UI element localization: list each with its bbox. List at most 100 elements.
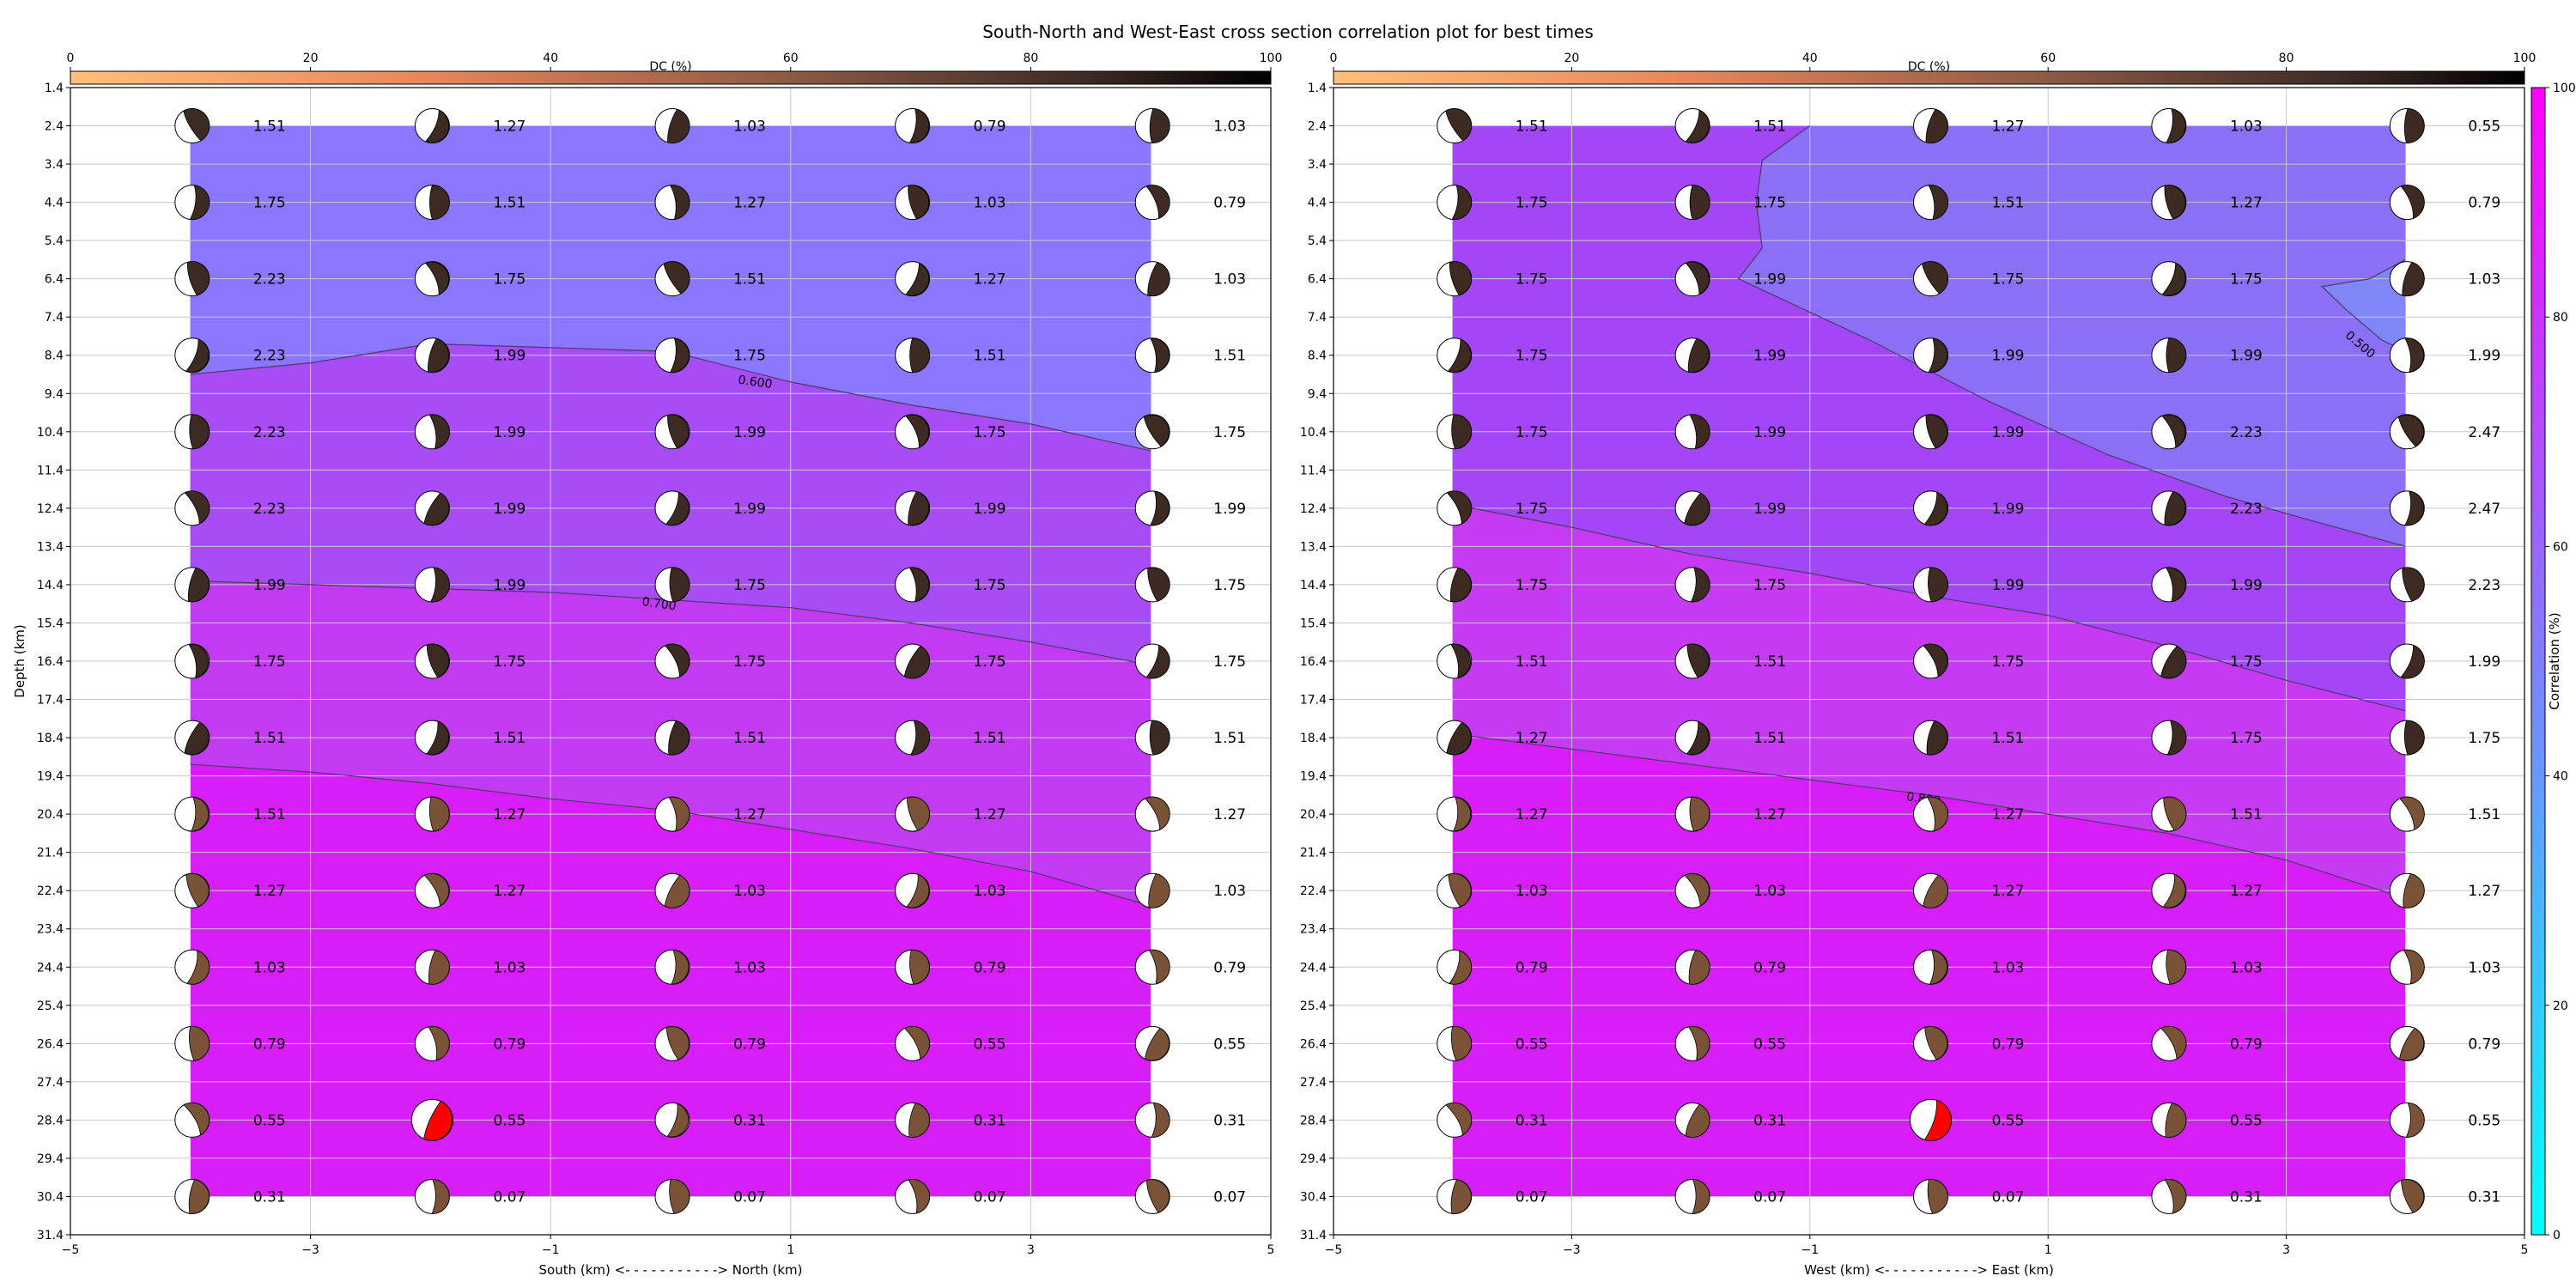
beachball-compression [1922,261,1948,295]
beachball-compression [424,109,450,143]
dc-tick-label: 20 [1564,52,1579,65]
depth-tick-label: 28.4 [1300,1114,1327,1127]
beachball [2151,872,2187,908]
beachball-compression [1449,567,1472,603]
beachball [2389,872,2425,908]
time-value-label: 1.27 [1992,118,2025,136]
depth-tick-label: 13.4 [37,540,64,554]
time-value-label: 1.03 [974,195,1006,212]
time-value-label: 1.99 [493,501,526,518]
beachball [654,949,690,985]
depth-tick-label: 11.4 [37,464,64,477]
beachball [895,872,931,908]
depth-tick-label: 21.4 [1300,847,1327,860]
time-value-label: 1.75 [2230,730,2263,747]
time-value-label: 1.99 [1753,348,1786,365]
depth-tick-label: 24.4 [37,961,64,975]
dc-tick-label: 80 [1023,52,1038,65]
beachball [414,108,450,144]
beachball-compression [908,491,930,526]
beachball-compression [184,490,210,525]
beachball [1674,185,1710,221]
beachball [1134,796,1170,832]
depth-tick-label: 31.4 [1300,1229,1327,1242]
time-value-label: 0.31 [733,1112,766,1129]
beachball [654,643,690,679]
beachball-compression [426,720,450,756]
depth-tick-label: 16.4 [37,655,64,669]
correlation-tick-label: 60 [2553,540,2568,554]
time-value-label: 1.75 [1753,195,1786,212]
time-value-label: 1.75 [1516,348,1548,365]
beachball [1437,1102,1473,1138]
beachball [2389,643,2425,679]
depth-tick-label: 22.4 [1300,884,1327,898]
beachball-compression [2164,491,2186,526]
time-value-label: 1.27 [1213,806,1246,823]
beachball [654,337,690,374]
beachball [654,796,690,832]
beachball [174,414,210,450]
dc-tick-label: 80 [2279,52,2294,65]
time-value-label: 0.55 [974,1036,1006,1053]
beachball-compression [2404,490,2425,526]
time-value-label: 1.03 [733,883,766,900]
depth-tick-label: 17.4 [1300,694,1327,708]
beachball-compression [1687,337,1710,373]
beachball-compression [905,414,930,448]
beachball [654,490,690,526]
time-value-label: 1.75 [1516,271,1548,289]
contour-line [1737,125,2406,547]
beachball [2151,414,2187,450]
beachball [895,567,931,603]
beachball [2151,796,2187,832]
beachball [2389,1102,2425,1138]
time-value-label: 1.03 [253,959,286,976]
time-value-label: 1.03 [1213,271,1246,289]
dc-tick-label: 20 [303,52,319,65]
x-tick-label: −1 [1801,1243,1819,1257]
beachball [174,949,210,985]
beachball [174,1102,210,1138]
beachball [1913,261,1948,297]
time-value-label: 0.79 [1516,959,1548,976]
correlation-colorbar-label: Correlation (%) [2547,612,2562,709]
depth-tick-label: 9.4 [1308,387,1327,401]
beachball-compression [667,108,690,143]
time-value-label: 1.99 [253,577,286,594]
time-value-label: 1.51 [1516,118,1548,136]
beachball [1674,337,1710,374]
depth-tick-label: 5.4 [1308,234,1327,248]
time-value-label: 1.99 [1753,271,1786,289]
time-value-label: 1.75 [733,577,766,594]
beachball-compression [424,261,450,295]
beachball [1134,337,1170,374]
beachball [1437,872,1473,908]
beachball [174,643,210,679]
time-value-label: 2.23 [2468,577,2500,594]
time-value-label: 0.55 [253,1112,286,1129]
depth-tick-label: 28.4 [37,1114,64,1127]
beachball [1134,1102,1170,1138]
correlation-tick-label: 80 [2553,311,2568,325]
depth-tick-label: 30.4 [1300,1190,1327,1204]
beachball-compression [2165,1103,2187,1138]
correlation-colorbar-gradient [2530,87,2546,1236]
beachball [895,949,931,985]
time-value-label: 1.75 [1753,577,1786,594]
beachball-compression [1145,796,1170,830]
beachball-compression [1923,643,1948,677]
beachball [174,337,210,374]
beachball [2151,1178,2187,1214]
time-value-label: 1.03 [974,883,1006,900]
beachball-compression [669,185,690,220]
beachball-compression [1687,1025,1710,1061]
beachball [1674,1102,1710,1138]
beachball [1437,949,1473,985]
beachball [2151,720,2187,756]
beachball-compression [909,337,930,374]
depth-tick-label: 8.4 [1308,349,1327,363]
time-value-label: 2.23 [253,348,286,365]
